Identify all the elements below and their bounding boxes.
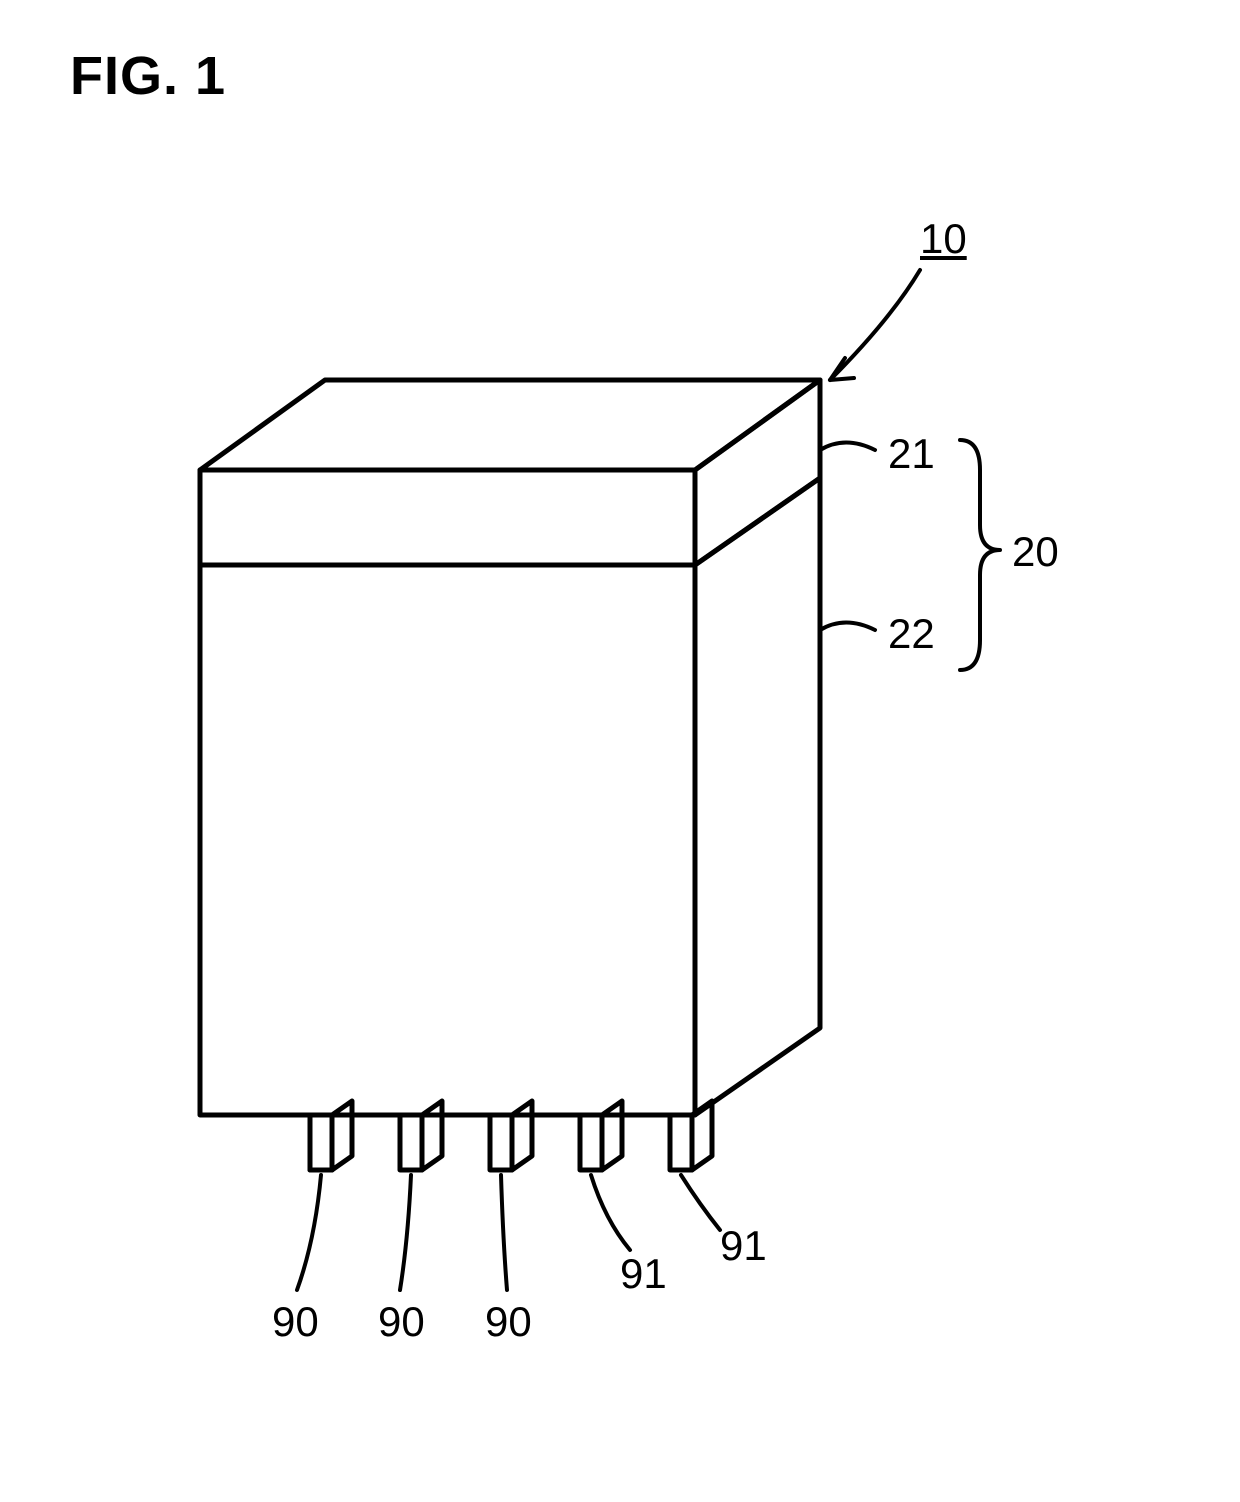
lid-top-face [200,380,820,470]
pins-group [310,1101,712,1170]
leader-22 [820,623,875,631]
leader-pin1 [297,1175,321,1290]
pin-3-front [490,1115,512,1170]
leader-pin5 [681,1175,720,1230]
pin-2-front [400,1115,422,1170]
label-pin5: 91 [720,1222,767,1270]
leader-pin4 [591,1175,630,1250]
leader-21 [820,443,875,451]
body-right-face [695,478,820,1115]
label-20: 20 [1012,528,1059,576]
pin-5-front [670,1115,692,1170]
lid-right-face [695,380,820,565]
figure-title: FIG. 1 [70,45,226,107]
label-21: 21 [888,430,935,478]
pin-4-side [602,1101,622,1170]
body-front-face [200,565,695,1115]
lid-front-face [200,470,695,565]
label-pin4: 91 [620,1250,667,1298]
pin-4-front [580,1115,602,1170]
pin-3-side [512,1101,532,1170]
label-pin1: 90 [272,1298,319,1346]
label-10: 10 [920,215,967,263]
pin-2-side [422,1101,442,1170]
label-pin3: 90 [485,1298,532,1346]
label-pin2: 90 [378,1298,425,1346]
leader-pin2 [400,1175,411,1290]
pin-1-side [332,1101,352,1170]
leader-pin3 [501,1175,507,1290]
label-22: 22 [888,610,935,658]
pin-1-front [310,1115,332,1170]
figure-container: FIG. 1 [0,0,1240,1502]
bracket-20 [960,440,1000,670]
